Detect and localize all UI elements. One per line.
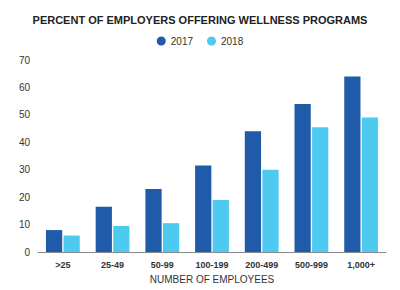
svg-text:500-999: 500-999 bbox=[295, 260, 328, 270]
svg-text:2017: 2017 bbox=[171, 36, 194, 47]
svg-text:20: 20 bbox=[19, 192, 31, 203]
svg-text:30: 30 bbox=[19, 164, 31, 175]
svg-text:60: 60 bbox=[19, 82, 31, 93]
svg-text:100-199: 100-199 bbox=[195, 260, 228, 270]
svg-text:40: 40 bbox=[19, 137, 31, 148]
svg-text:50: 50 bbox=[19, 109, 31, 120]
svg-text:25-49: 25-49 bbox=[101, 260, 124, 270]
svg-text:PERCENT OF EMPLOYERS OFFERING: PERCENT OF EMPLOYERS OFFERING WELLNESS P… bbox=[33, 14, 368, 26]
svg-text:NUMBER OF EMPLOYEES: NUMBER OF EMPLOYEES bbox=[150, 274, 275, 285]
svg-text:0: 0 bbox=[24, 247, 30, 258]
svg-text:>25: >25 bbox=[55, 260, 70, 270]
svg-text:10: 10 bbox=[19, 219, 31, 230]
svg-text:70: 70 bbox=[19, 55, 31, 66]
svg-text:200-499: 200-499 bbox=[245, 260, 278, 270]
svg-text:50-99: 50-99 bbox=[151, 260, 174, 270]
svg-text:1,000+: 1,000+ bbox=[347, 260, 375, 270]
svg-text:2018: 2018 bbox=[221, 36, 244, 47]
